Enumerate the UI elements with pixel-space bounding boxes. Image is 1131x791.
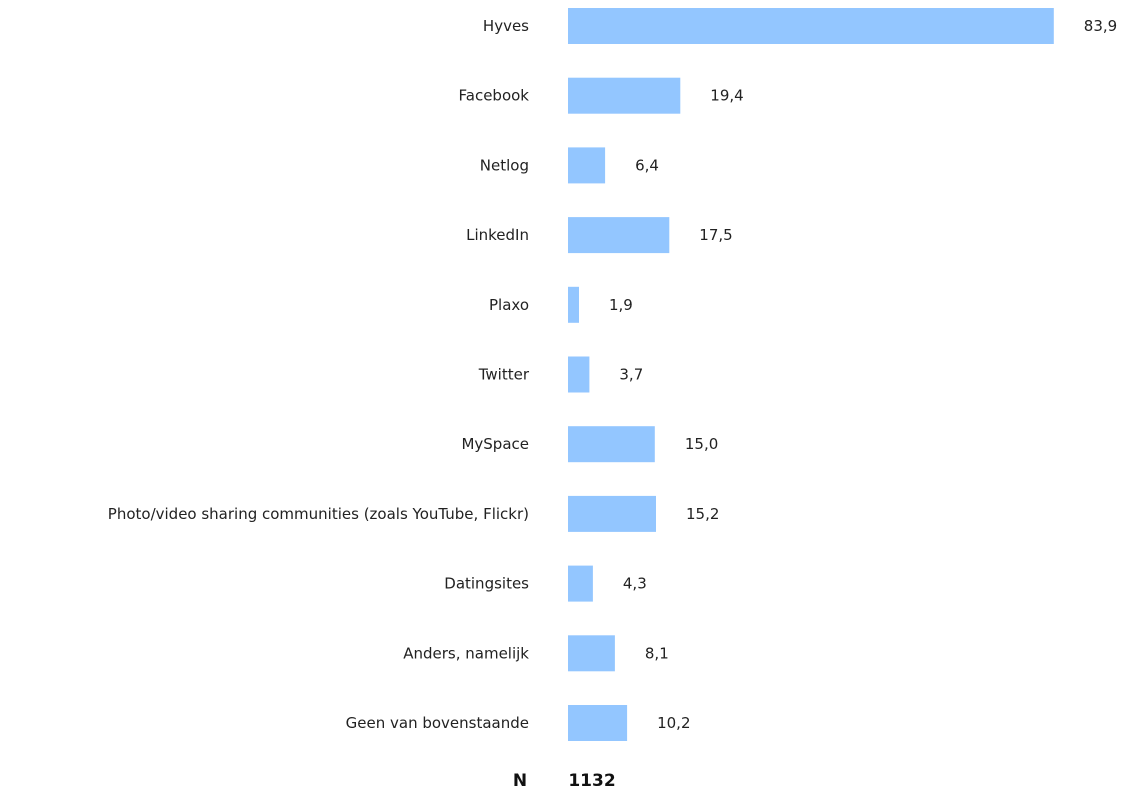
value-label-6: 15,0: [685, 435, 718, 453]
category-label-9: Anders, namelijk: [403, 644, 529, 662]
bar-2: [568, 147, 606, 184]
bar-4: [568, 286, 579, 323]
category-label-2: Netlog: [480, 156, 529, 174]
value-label-3: 17,5: [699, 226, 732, 244]
value-label-10: 10,2: [657, 714, 690, 732]
category-label-1: Facebook: [459, 87, 530, 105]
value-label-9: 8,1: [645, 644, 669, 662]
value-label-5: 3,7: [619, 366, 643, 384]
category-label-7: Photo/video sharing communities (zoals Y…: [108, 505, 529, 523]
value-label-0: 83,9: [1084, 17, 1117, 35]
bar-7: [568, 495, 656, 532]
bar-10: [568, 705, 628, 741]
category-label-4: Plaxo: [489, 296, 529, 314]
value-label-2: 6,4: [635, 156, 659, 174]
value-label-8: 4,3: [623, 575, 647, 593]
category-label-3: LinkedIn: [466, 226, 529, 244]
value-label-4: 1,9: [609, 296, 633, 314]
category-label-10: Geen van bovenstaande: [346, 714, 529, 732]
bar-9: [568, 635, 615, 672]
n-value: 1132: [568, 771, 615, 791]
category-label-8: Datingsites: [444, 575, 529, 593]
bars-layer: [568, 8, 1054, 741]
labels-layer: Hyves 83,9 Facebook 19,4 Netlog 6,4 LinkedIn 17…: [108, 17, 1117, 732]
category-label-5: Twitter: [478, 366, 530, 384]
bar-5: [568, 356, 590, 393]
bar-8: [568, 565, 593, 602]
value-label-7: 15,2: [686, 505, 719, 523]
value-label-1: 19,4: [710, 87, 743, 105]
category-label-6: MySpace: [461, 435, 529, 453]
bar-1: [568, 77, 681, 114]
bar-0: [568, 8, 1054, 44]
bar-3: [568, 217, 670, 254]
n-label: N: [513, 771, 527, 791]
category-label-0: Hyves: [483, 17, 529, 35]
bar-6: [568, 426, 655, 463]
